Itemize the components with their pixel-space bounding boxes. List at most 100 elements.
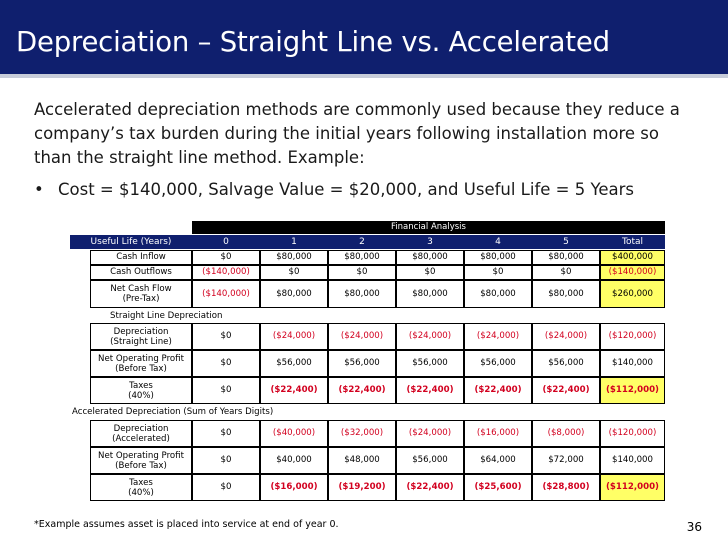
table-cell: $40,000 [260, 447, 328, 474]
table-row: Cash Outflows ($140,000) $0 $0 $0 $0 $0 … [70, 265, 665, 280]
row-label: Cash Outflows [90, 265, 192, 280]
row-label: Net Cash Flow (Pre-Tax) [90, 280, 192, 308]
table-cell: $0 [192, 377, 260, 404]
row-label-line1: Depreciation [113, 423, 169, 434]
row-label-line2: (Accelerated) [112, 433, 170, 444]
row-label: Cash Inflow [90, 250, 192, 265]
table-cell: $80,000 [328, 250, 396, 265]
table-cell: $72,000 [532, 447, 600, 474]
row-label-line2: (40%) [128, 487, 154, 498]
footnote: *Example assumes asset is placed into se… [34, 519, 339, 530]
table-row: Net Operating Profit (Before Tax) $0 $56… [70, 350, 665, 377]
title-bar: Depreciation – Straight Line vs. Acceler… [0, 0, 728, 78]
table-cell: ($22,400) [260, 377, 328, 404]
table-cell: $0 [396, 265, 464, 280]
table-cell: ($32,000) [328, 420, 396, 447]
row-label: Taxes (40%) [90, 377, 192, 404]
row-label-line1: Taxes [129, 477, 153, 488]
table-band-title: Financial Analysis [192, 221, 665, 234]
table-cell: $80,000 [260, 280, 328, 308]
table-cell-total: $260,000 [600, 280, 665, 308]
slide-title: Depreciation – Straight Line vs. Acceler… [16, 26, 610, 58]
table-cell: $56,000 [396, 350, 464, 377]
table-cell: $80,000 [396, 280, 464, 308]
table-cell: ($24,000) [532, 323, 600, 350]
table-cell: $0 [328, 265, 396, 280]
table-cell: $56,000 [328, 350, 396, 377]
table-cell: $80,000 [532, 250, 600, 265]
table-cell-total: $140,000 [600, 447, 665, 474]
table-cell: ($25,600) [464, 474, 532, 501]
row-label: Depreciation (Accelerated) [90, 420, 192, 447]
table-cell-total: $400,000 [600, 250, 665, 265]
table-cell: ($40,000) [260, 420, 328, 447]
table-cell: $80,000 [260, 250, 328, 265]
section-label-straight-line: Straight Line Depreciation [110, 311, 223, 321]
table-cell: $0 [532, 265, 600, 280]
table-cell: $0 [192, 420, 260, 447]
row-label-line1: Net Operating Profit [98, 353, 184, 364]
table-cell: ($140,000) [192, 265, 260, 280]
table-cell: ($22,400) [328, 377, 396, 404]
table-cell: ($22,400) [464, 377, 532, 404]
table-cell: $56,000 [396, 447, 464, 474]
row-label-line1: Net Operating Profit [98, 450, 184, 461]
table-cell: ($22,400) [396, 474, 464, 501]
table-cell: $0 [464, 265, 532, 280]
table-cell: $0 [192, 350, 260, 377]
row-label-line1: Taxes [129, 380, 153, 391]
table-cell: ($16,000) [260, 474, 328, 501]
table-cell: $0 [192, 323, 260, 350]
table-cell-total: ($140,000) [600, 265, 665, 280]
table-cell: ($19,200) [328, 474, 396, 501]
table-cell-total: ($112,000) [600, 377, 665, 404]
header-cell: 4 [495, 237, 501, 247]
table-cell: $64,000 [464, 447, 532, 474]
row-label-line2: (40%) [128, 390, 154, 401]
table-cell: $80,000 [532, 280, 600, 308]
table-cell: $0 [192, 447, 260, 474]
bullet-icon: • [34, 180, 44, 199]
table-cell-total: ($120,000) [600, 323, 665, 350]
row-label-line2: (Pre-Tax) [122, 294, 160, 304]
table-cell: $80,000 [328, 280, 396, 308]
table-cell: $0 [192, 474, 260, 501]
header-cell: 5 [563, 237, 569, 247]
table-cell: ($22,400) [396, 377, 464, 404]
row-label: Depreciation (Straight Line) [90, 323, 192, 350]
table-cell: $56,000 [532, 350, 600, 377]
table-cell: $56,000 [464, 350, 532, 377]
header-cell: Total [621, 237, 644, 247]
table-cell: $0 [260, 265, 328, 280]
row-label-line1: Net Cash Flow [110, 284, 172, 294]
table-cell: ($24,000) [260, 323, 328, 350]
table-cell: $80,000 [464, 250, 532, 265]
table-cell: ($22,400) [532, 377, 600, 404]
row-label-line2: (Before Tax) [115, 460, 167, 471]
header-cell: 2 [359, 237, 365, 247]
table-cell: $48,000 [328, 447, 396, 474]
table-row: Depreciation (Straight Line) $0 ($24,000… [70, 323, 665, 350]
bullet-item: • Cost = $140,000, Salvage Value = $20,00… [34, 180, 634, 199]
table-header-row: Useful Life (Years) 0 1 2 3 4 5 Total [70, 235, 665, 249]
table-row: Net Cash Flow (Pre-Tax) ($140,000) $80,0… [70, 280, 665, 308]
table-row: Net Operating Profit (Before Tax) $0 $40… [70, 447, 665, 474]
table-cell-total: ($120,000) [600, 420, 665, 447]
table-row: Cash Inflow $0 $80,000 $80,000 $80,000 $… [70, 250, 665, 265]
table-cell: $80,000 [396, 250, 464, 265]
table-cell-total: $140,000 [600, 350, 665, 377]
header-cell: 3 [427, 237, 433, 247]
row-label: Net Operating Profit (Before Tax) [90, 447, 192, 474]
table-cell: ($24,000) [328, 323, 396, 350]
intro-paragraph: Accelerated depreciation methods are com… [34, 100, 680, 167]
table-row: Taxes (40%) $0 ($22,400) ($22,400) ($22,… [70, 377, 665, 404]
table-cell: ($140,000) [192, 280, 260, 308]
table-row: Taxes (40%) $0 ($16,000) ($19,200) ($22,… [70, 474, 665, 501]
section-label-accelerated: Accelerated Depreciation (Sum of Years D… [72, 407, 274, 417]
table-row: Depreciation (Accelerated) $0 ($40,000) … [70, 420, 665, 447]
table-cell: ($24,000) [464, 323, 532, 350]
table-cell: $80,000 [464, 280, 532, 308]
table-cell: ($24,000) [396, 420, 464, 447]
row-label: Taxes (40%) [90, 474, 192, 501]
table-cell: ($16,000) [464, 420, 532, 447]
